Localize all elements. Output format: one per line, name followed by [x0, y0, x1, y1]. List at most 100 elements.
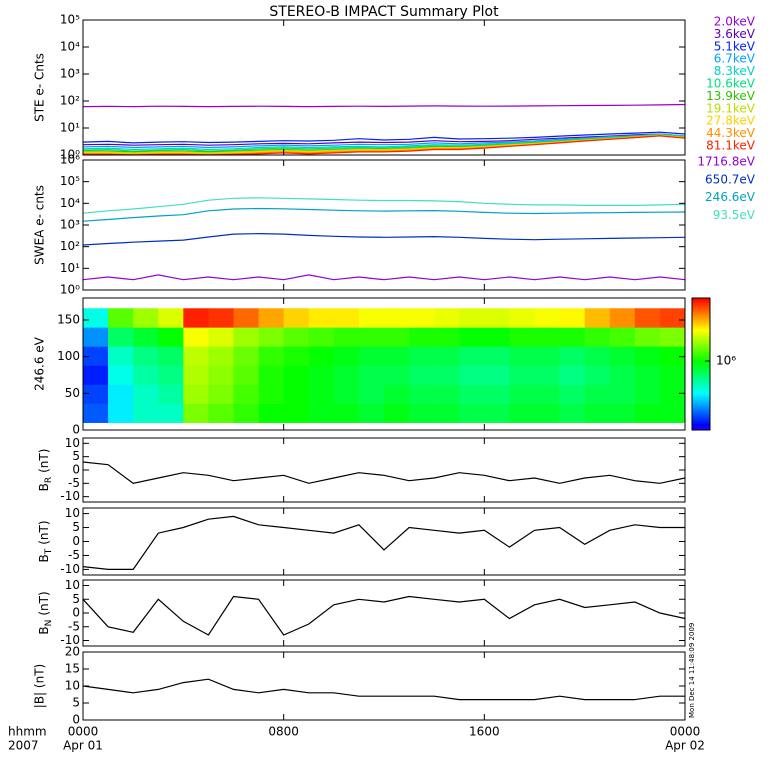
series-line — [83, 232, 685, 246]
y-tick-label: 10¹ — [60, 261, 80, 275]
y-tick-label: 10¹ — [60, 121, 80, 135]
colorbar-step — [692, 304, 710, 308]
legend-entry: 27.8keV — [706, 114, 756, 128]
y-tick-label: 150 — [57, 313, 80, 327]
series-line — [83, 274, 685, 281]
heat-cell — [559, 308, 585, 328]
heat-cell — [434, 403, 460, 423]
legend-entry: 650.7eV — [705, 172, 756, 186]
legend-entry: 2.0keV — [714, 15, 756, 29]
heat-cell — [133, 308, 159, 328]
heat-cell — [158, 384, 184, 404]
heat-cell — [609, 308, 636, 328]
heat-cell — [559, 327, 585, 347]
colorbar-step — [692, 405, 710, 409]
heat-cell — [659, 365, 686, 385]
heat-cell — [83, 365, 109, 385]
heat-cell — [409, 403, 435, 423]
colorbar-step — [692, 355, 710, 358]
colorbar-step — [692, 348, 710, 352]
colorbar-step — [692, 309, 710, 312]
heat-cell — [83, 346, 109, 366]
heat-cell — [83, 403, 109, 423]
heat-cell — [609, 403, 636, 423]
heat-cell — [659, 346, 686, 366]
colorbar-step — [692, 328, 710, 332]
heat-cell — [283, 403, 310, 423]
label-sub: R — [44, 477, 54, 483]
heat-cell — [83, 308, 109, 328]
colorbar-step — [692, 313, 710, 317]
heat-cell — [358, 346, 385, 366]
heat-cell — [584, 308, 611, 328]
panel — [82, 579, 686, 647]
heat-cell — [609, 346, 636, 366]
colorbar-step — [692, 342, 710, 345]
heat-cell — [333, 403, 360, 423]
y-tick-label: 100 — [57, 349, 80, 363]
heat-cell — [384, 327, 410, 347]
colorbar-step — [692, 326, 710, 330]
heat-cell — [509, 327, 535, 347]
heat-cell — [559, 365, 585, 385]
y-tick-label: 10³ — [60, 218, 80, 232]
legend-entry: 93.5eV — [713, 208, 756, 222]
colorbar-step — [692, 386, 710, 389]
heat-cell — [158, 365, 184, 385]
heat-cell — [509, 365, 535, 385]
colorbar-step — [692, 333, 710, 336]
heat-cell — [308, 365, 335, 385]
y-tick-label: 10⁴ — [60, 40, 80, 54]
heat-cell — [183, 327, 209, 347]
legend-entry: 13.9keV — [706, 89, 756, 103]
heat-cell — [358, 403, 385, 423]
y-tick-label: 10² — [60, 94, 80, 108]
y-tick-label: 10⁵ — [60, 174, 80, 188]
legend-entry: 5.1keV — [714, 39, 756, 53]
series-line — [83, 103, 685, 108]
heat-cell — [233, 327, 259, 347]
series-line — [83, 135, 685, 155]
y-axis-label: SWEA e- cnts — [33, 185, 47, 265]
panel — [82, 297, 686, 431]
heat-cell — [308, 403, 335, 423]
y-tick-label: 10 — [65, 578, 80, 592]
heat-cell — [534, 308, 560, 328]
y-axis-label: BR (nT) — [37, 449, 54, 492]
colorbar-step — [692, 412, 710, 416]
heat-cell — [459, 327, 485, 347]
heat-cell — [233, 365, 259, 385]
heat-cell — [459, 384, 485, 404]
heat-cell — [484, 365, 510, 385]
colorbar-step — [692, 416, 710, 420]
heat-cell — [509, 403, 535, 423]
heat-cell — [659, 308, 686, 328]
panel-frame — [82, 437, 686, 503]
heat-cell — [358, 327, 385, 347]
heat-cell — [409, 308, 435, 328]
y-tick-label: 10⁵ — [60, 13, 80, 27]
heat-cell — [434, 346, 460, 366]
heat-cell — [634, 327, 661, 347]
legend-entry: 8.3keV — [714, 64, 756, 78]
label-unit: (nT) — [37, 449, 51, 473]
heat-cell — [183, 308, 209, 328]
heat-cell — [108, 384, 134, 404]
heat-cell — [559, 403, 585, 423]
label-unit: (nT) — [37, 591, 51, 615]
heat-cell — [384, 346, 410, 366]
heat-cell — [584, 365, 611, 385]
colorbar-step — [692, 311, 710, 314]
heat-cell — [133, 327, 159, 347]
panel — [82, 159, 686, 291]
heat-cell — [434, 308, 460, 328]
heat-cell — [459, 346, 485, 366]
heat-cell — [258, 403, 284, 423]
y-axis-label: 246.6 eV — [33, 336, 47, 391]
colorbar-step — [692, 427, 710, 431]
colorbar-step — [692, 306, 710, 310]
heat-cell — [208, 308, 234, 328]
x-tick-label: 0000 — [670, 725, 701, 739]
colorbar-step — [692, 392, 710, 396]
heat-cell — [83, 384, 109, 404]
